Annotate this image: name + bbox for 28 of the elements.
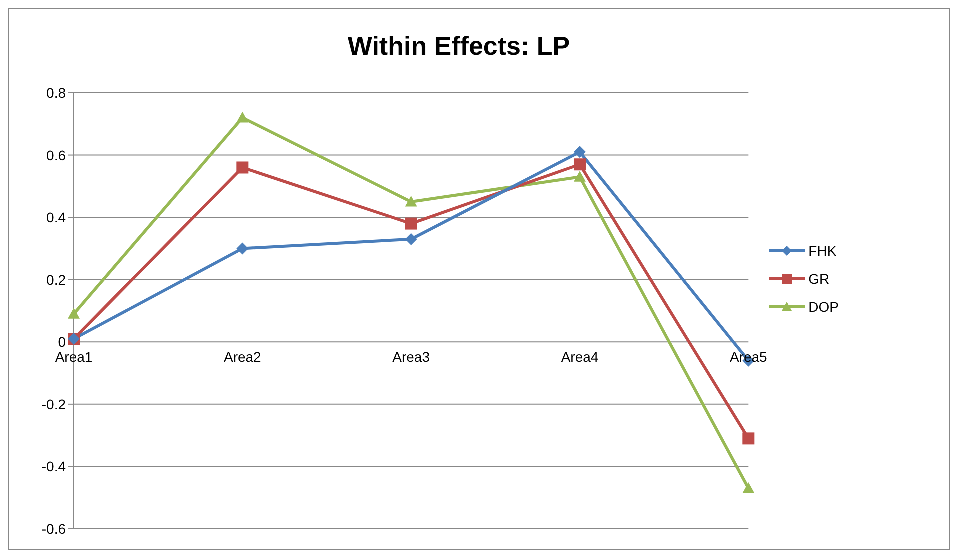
chart-title: Within Effects: LP [346, 31, 572, 62]
x-tick-label: Area4 [561, 349, 599, 366]
point [236, 242, 249, 255]
point [574, 158, 586, 171]
y-tick-label: 0.8 [46, 84, 66, 101]
legend-label: FHK [808, 243, 837, 259]
point [68, 308, 80, 319]
y-tick-label: -0.4 [42, 458, 66, 475]
x-tick-label: Area1 [55, 349, 93, 366]
legend-label: GR [808, 271, 830, 287]
y-tick-label: 0.4 [46, 210, 66, 226]
point [405, 218, 418, 230]
point [405, 233, 418, 246]
point [236, 162, 249, 174]
x-tick-label: Area3 [392, 349, 430, 366]
point [742, 482, 755, 494]
y-tick-label: 0 [58, 334, 66, 350]
point [574, 146, 586, 158]
legend-label: DOP [808, 299, 839, 315]
point [236, 112, 249, 123]
y-tick-label: -0.2 [42, 396, 66, 412]
point [574, 171, 586, 182]
y-tick-label: 0.6 [46, 147, 66, 164]
x-tick-label: Area2 [224, 349, 262, 366]
y-tick-label: 0.2 [46, 272, 66, 288]
point [742, 432, 755, 445]
point [405, 196, 418, 207]
y-tick-label: -0.6 [42, 520, 66, 537]
